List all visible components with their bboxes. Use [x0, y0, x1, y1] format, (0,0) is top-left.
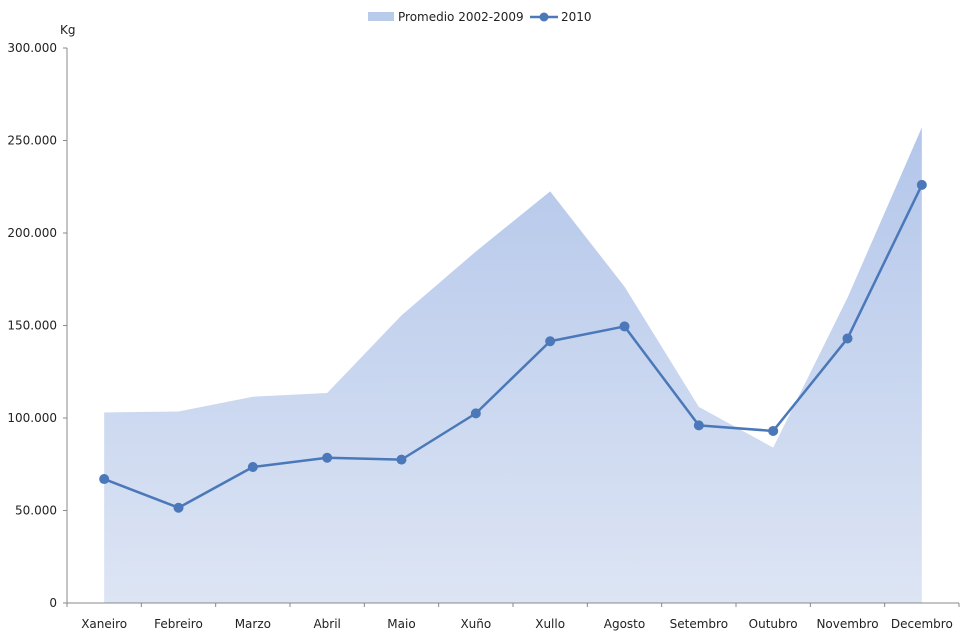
data-point-2010 — [545, 336, 556, 347]
legend-swatch-marker — [539, 12, 549, 22]
data-point-2010 — [173, 502, 184, 513]
x-tick-label: Febreiro — [154, 617, 203, 631]
y-tick-label: 150.000 — [7, 319, 57, 333]
x-tick-label: Agosto — [604, 617, 645, 631]
data-point-2010 — [842, 333, 853, 344]
data-point-2010 — [619, 321, 630, 332]
legend-swatch-area — [368, 12, 394, 21]
x-tick-label: Setembro — [670, 617, 728, 631]
data-point-2010 — [99, 474, 110, 485]
x-tick-label: Novembro — [816, 617, 878, 631]
data-point-2010 — [916, 179, 927, 190]
y-tick-label: 300.000 — [7, 41, 57, 55]
x-tick-label: Xullo — [535, 617, 565, 631]
x-tick-label: Xaneiro — [81, 617, 127, 631]
data-point-2010 — [247, 462, 258, 473]
legend-label-line: 2010 — [561, 10, 592, 24]
x-tick-label: Maio — [387, 617, 415, 631]
legend-label-area: Promedio 2002-2009 — [398, 10, 524, 24]
data-point-2010 — [322, 452, 333, 463]
y-axis-unit-label: Kg — [60, 23, 76, 37]
x-tick-label: Xuño — [460, 617, 491, 631]
data-point-2010 — [396, 454, 407, 465]
data-point-2010 — [470, 408, 481, 419]
plot-area: 0 50.000 100.000 150.000 200.000 250.000 300.0… — [7, 41, 960, 631]
y-tick-label: 250.000 — [7, 134, 57, 148]
series-line-2010 — [103, 184, 923, 509]
x-tick-label: Abril — [313, 617, 340, 631]
y-tick-label: 100.000 — [7, 411, 57, 425]
legend: Promedio 2002-2009 2010 — [368, 10, 592, 24]
y-tick-label: 0 — [49, 596, 57, 610]
x-tick-label: Outubro — [749, 617, 798, 631]
data-point-2010 — [768, 425, 779, 436]
x-tick-label: Marzo — [235, 617, 271, 631]
series-area-promedio — [104, 127, 922, 604]
y-tick-label: 200.000 — [7, 226, 57, 240]
data-point-2010 — [693, 420, 704, 431]
x-tick-label: Decembro — [891, 617, 953, 631]
y-tick-label: 50.000 — [15, 504, 57, 518]
